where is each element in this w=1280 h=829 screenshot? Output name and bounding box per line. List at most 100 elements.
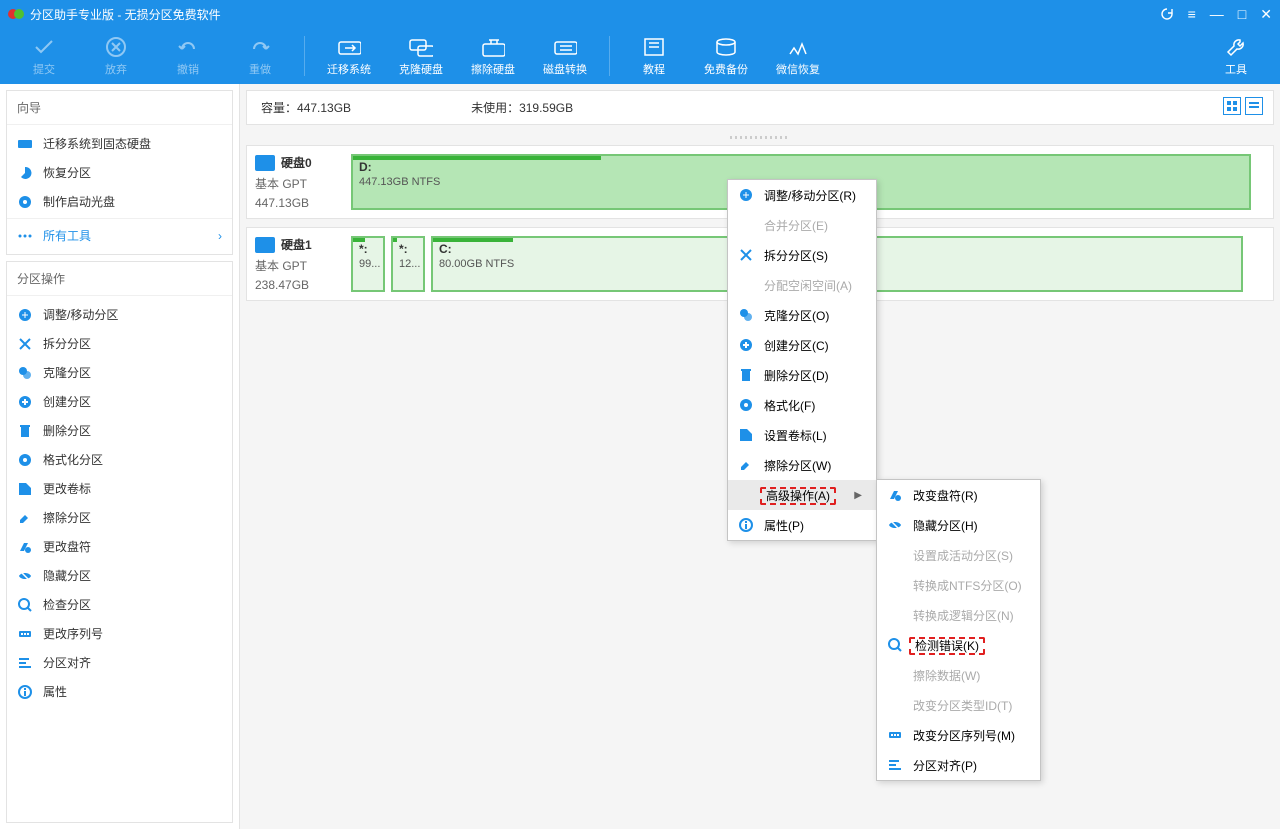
partition[interactable]: *:12... bbox=[391, 236, 425, 292]
op-item[interactable]: 检查分区 bbox=[7, 590, 232, 619]
op-icon bbox=[17, 365, 33, 381]
disk-label: 硬盘0基本 GPT447.13GB bbox=[255, 154, 345, 210]
ops-panel: 分区操作 调整/移动分区拆分分区克隆分区创建分区删除分区格式化分区更改卷标擦除分… bbox=[6, 261, 233, 823]
op-item[interactable]: 格式化分区 bbox=[7, 445, 232, 474]
unused-text: 未使用：319.59GB bbox=[471, 99, 573, 116]
wizard-item[interactable]: 恢复分区 bbox=[7, 158, 232, 187]
partition[interactable]: *:99... bbox=[351, 236, 385, 292]
backup-button[interactable]: 免费备份 bbox=[690, 35, 762, 77]
book-icon bbox=[642, 35, 666, 59]
refresh-icon[interactable] bbox=[1160, 7, 1174, 21]
undo-button[interactable]: 撤销 bbox=[152, 35, 224, 77]
menu-item[interactable]: 克隆分区(O) bbox=[728, 300, 876, 330]
migrate-icon bbox=[337, 35, 361, 59]
dots-icon bbox=[17, 228, 33, 244]
check-icon bbox=[32, 35, 56, 59]
clone-button[interactable]: 克隆硬盘 bbox=[385, 35, 457, 77]
wizard-item[interactable]: 迁移系统到固态硬盘 bbox=[7, 129, 232, 158]
context-submenu: 改变盘符(R)隐藏分区(H)设置成活动分区(S)转换成NTFS分区(O)转换成逻… bbox=[876, 479, 1041, 781]
op-item[interactable]: 分区对齐 bbox=[7, 648, 232, 677]
op-item[interactable]: 创建分区 bbox=[7, 387, 232, 416]
wiz-icon bbox=[17, 194, 33, 210]
menu-icon bbox=[887, 697, 903, 713]
op-item[interactable]: 拆分分区 bbox=[7, 329, 232, 358]
minimize-icon[interactable]: — bbox=[1210, 6, 1224, 22]
maximize-icon[interactable]: □ bbox=[1238, 6, 1246, 22]
wipe-button[interactable]: 擦除硬盘 bbox=[457, 35, 529, 77]
op-item[interactable]: 更改卷标 bbox=[7, 474, 232, 503]
menu-item[interactable]: 擦除分区(W) bbox=[728, 450, 876, 480]
app-logo-icon bbox=[8, 6, 24, 22]
op-icon bbox=[17, 684, 33, 700]
menu-item[interactable]: 拆分分区(S) bbox=[728, 240, 876, 270]
undo-icon bbox=[176, 35, 200, 59]
op-item[interactable]: 擦除分区 bbox=[7, 503, 232, 532]
discard-button[interactable]: 放弃 bbox=[80, 35, 152, 77]
menu-icon bbox=[738, 337, 754, 353]
menu-item[interactable]: 分区对齐(P) bbox=[877, 750, 1040, 780]
wechat-button[interactable]: 微信恢复 bbox=[762, 35, 834, 77]
menu-icon[interactable]: ≡ bbox=[1188, 6, 1196, 22]
wizard-item[interactable]: 制作启动光盘 bbox=[7, 187, 232, 216]
wiz-icon bbox=[17, 136, 33, 152]
wizard-panel: 向导 迁移系统到固态硬盘恢复分区制作启动光盘所有工具› bbox=[6, 90, 233, 255]
menu-item[interactable]: 检测错误(K) bbox=[877, 630, 1040, 660]
op-icon bbox=[17, 481, 33, 497]
menu-item[interactable]: 隐藏分区(H) bbox=[877, 510, 1040, 540]
commit-button[interactable]: 提交 bbox=[8, 35, 80, 77]
migrate-button[interactable]: 迁移系统 bbox=[313, 35, 385, 77]
chevron-right-icon: ▶ bbox=[854, 490, 862, 501]
op-item[interactable]: 调整/移动分区 bbox=[7, 300, 232, 329]
clone-icon bbox=[409, 35, 433, 59]
menu-item[interactable]: 调整/移动分区(R) bbox=[728, 180, 876, 210]
menu-icon bbox=[887, 727, 903, 743]
menu-item[interactable]: 删除分区(D) bbox=[728, 360, 876, 390]
op-item[interactable]: 删除分区 bbox=[7, 416, 232, 445]
op-icon bbox=[17, 394, 33, 410]
op-item[interactable]: 更改盘符 bbox=[7, 532, 232, 561]
menu-icon bbox=[738, 367, 754, 383]
menu-icon bbox=[738, 517, 754, 533]
convert-button[interactable]: 磁盘转换 bbox=[529, 35, 601, 77]
op-icon bbox=[17, 510, 33, 526]
menu-icon bbox=[738, 307, 754, 323]
all-tools-link[interactable]: 所有工具› bbox=[7, 218, 232, 250]
menu-icon bbox=[738, 277, 754, 293]
x-circle-icon bbox=[104, 35, 128, 59]
menu-item[interactable]: 改变盘符(R) bbox=[877, 480, 1040, 510]
menu-item: 合并分区(E) bbox=[728, 210, 876, 240]
op-icon bbox=[17, 539, 33, 555]
context-menu: 调整/移动分区(R)合并分区(E)拆分分区(S)分配空闲空间(A)克隆分区(O)… bbox=[727, 179, 877, 541]
menu-item[interactable]: 设置卷标(L) bbox=[728, 420, 876, 450]
tutorial-button[interactable]: 教程 bbox=[618, 35, 690, 77]
menu-item[interactable]: 改变分区序列号(M) bbox=[877, 720, 1040, 750]
op-item[interactable]: 属性 bbox=[7, 677, 232, 706]
main-area: 容量：447.13GB 未使用：319.59GB 硬盘0基本 GPT447.13… bbox=[240, 84, 1280, 829]
close-icon[interactable]: ✕ bbox=[1260, 6, 1272, 23]
op-item[interactable]: 克隆分区 bbox=[7, 358, 232, 387]
menu-icon bbox=[738, 397, 754, 413]
menu-icon bbox=[738, 247, 754, 263]
menu-item[interactable]: 属性(P) bbox=[728, 510, 876, 540]
chevron-right-icon: › bbox=[218, 229, 222, 243]
view-grid-icon[interactable] bbox=[1223, 97, 1241, 115]
tools-button[interactable]: 工具 bbox=[1200, 35, 1272, 77]
op-item[interactable]: 更改序列号 bbox=[7, 619, 232, 648]
redo-icon bbox=[248, 35, 272, 59]
op-icon bbox=[17, 655, 33, 671]
wipe-icon bbox=[481, 35, 505, 59]
menu-icon bbox=[887, 517, 903, 533]
view-list-icon[interactable] bbox=[1245, 97, 1263, 115]
menu-item[interactable]: 高级操作(A)▶ bbox=[728, 480, 876, 510]
wizard-panel-title: 向导 bbox=[7, 91, 232, 125]
wiz-icon bbox=[17, 165, 33, 181]
splitter[interactable] bbox=[246, 133, 1274, 141]
redo-button[interactable]: 重做 bbox=[224, 35, 296, 77]
menu-icon bbox=[738, 217, 754, 233]
op-item[interactable]: 隐藏分区 bbox=[7, 561, 232, 590]
wechat-icon bbox=[786, 35, 810, 59]
menu-item: 转换成NTFS分区(O) bbox=[877, 570, 1040, 600]
menu-item[interactable]: 创建分区(C) bbox=[728, 330, 876, 360]
menu-item: 转换成逻辑分区(N) bbox=[877, 600, 1040, 630]
menu-item[interactable]: 格式化(F) bbox=[728, 390, 876, 420]
